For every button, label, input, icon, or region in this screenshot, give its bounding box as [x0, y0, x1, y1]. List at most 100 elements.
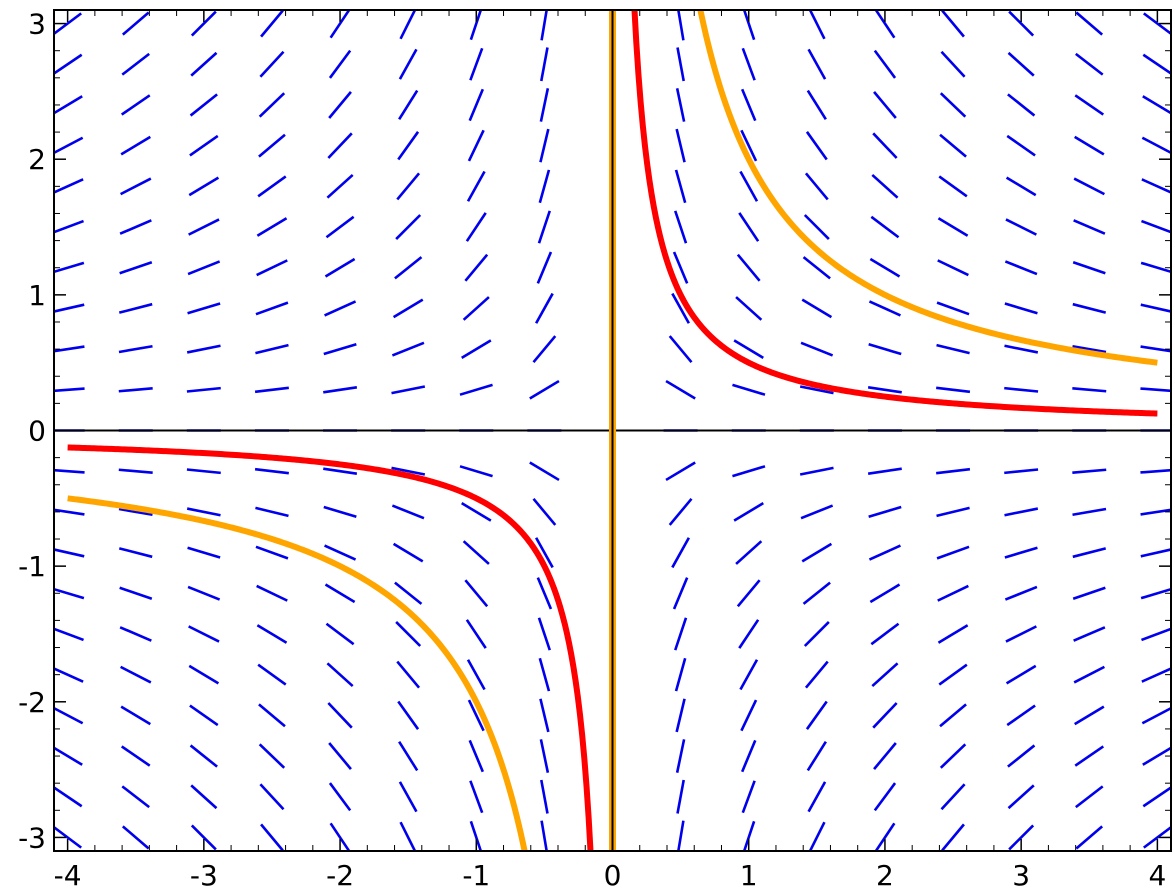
slope-segment — [803, 214, 830, 240]
slope-segment — [1075, 785, 1104, 809]
slope-segment — [872, 132, 898, 159]
slope-segment — [736, 253, 761, 282]
slope-segment — [324, 583, 356, 604]
slope-segment — [120, 705, 151, 726]
slope-segment — [1140, 303, 1171, 313]
slope-segment — [328, 742, 352, 770]
slope-segment — [936, 386, 971, 394]
slope-segment — [186, 344, 221, 354]
slope-segment — [677, 10, 685, 41]
slope-segment — [258, 703, 286, 728]
slope-segment — [800, 504, 834, 520]
slope-segment — [396, 172, 421, 201]
slope-segment — [54, 706, 84, 725]
slope-segment — [874, 822, 896, 851]
slope-segment — [462, 296, 490, 321]
slope-segment — [939, 703, 967, 728]
slope-segment — [121, 785, 150, 809]
slope-segment — [1072, 302, 1107, 314]
slope-segment — [120, 177, 152, 196]
slope-segment — [668, 335, 693, 364]
x-tick-label: -1 — [462, 859, 490, 892]
slope-segment — [1142, 746, 1171, 766]
slope-segment — [1140, 261, 1171, 274]
y-tick-label: 2 — [28, 143, 46, 176]
slope-segment — [740, 88, 757, 122]
slope-segment — [799, 466, 834, 476]
slope-segment — [260, 10, 284, 38]
slope-segment — [1004, 507, 1039, 517]
slope-segment — [938, 175, 968, 198]
slope-segment — [465, 619, 487, 649]
slope-segment — [54, 219, 84, 234]
slope-segment — [54, 627, 84, 642]
slope-segment — [461, 339, 492, 359]
slope-segment — [119, 219, 152, 235]
slope-segment — [1142, 786, 1171, 808]
slope-segment — [1008, 10, 1035, 37]
y-tick-label: 1 — [28, 279, 46, 312]
slope-segment — [396, 660, 421, 689]
slope-segment — [121, 825, 150, 850]
slope-segment — [190, 784, 218, 810]
slope-segment — [867, 385, 902, 394]
slope-segment — [529, 461, 560, 482]
slope-segment — [807, 781, 827, 813]
slope-segment — [801, 298, 833, 319]
slope-segment — [54, 667, 84, 683]
slope-segment — [532, 335, 557, 364]
y-tick-label: 0 — [28, 415, 46, 448]
slope-segment — [398, 740, 419, 772]
axis-ticks — [54, 10, 1171, 851]
slope-segment — [462, 540, 490, 565]
slope-segment — [673, 210, 688, 244]
slope-segment — [1143, 826, 1171, 849]
slope-segment — [259, 50, 285, 78]
slope-segment — [329, 10, 351, 39]
slope-segment — [675, 739, 686, 773]
slope-segment — [1141, 178, 1171, 194]
slope-segment — [800, 341, 834, 357]
slope-segment — [937, 624, 969, 644]
slope-segment — [254, 386, 289, 394]
slope-segment — [258, 133, 286, 158]
slope-segment — [118, 302, 153, 314]
slope-segment — [867, 467, 902, 476]
slope-segment — [395, 621, 422, 647]
slope-segment — [325, 622, 355, 646]
slope-segment — [873, 49, 897, 79]
slope-segment — [1072, 344, 1107, 354]
slope-segment — [675, 698, 686, 733]
slope-segment — [121, 11, 150, 36]
y-tick-label: 3 — [28, 8, 46, 41]
slope-segment — [467, 129, 485, 162]
slope-segment — [675, 128, 686, 163]
slope-segment — [1075, 11, 1104, 36]
slope-segment — [1073, 177, 1105, 196]
y-tick-label: -2 — [18, 686, 46, 719]
slope-segment — [1074, 705, 1105, 726]
slope-segment — [936, 301, 970, 316]
slope-segment — [120, 665, 152, 684]
slope-segment — [868, 342, 902, 356]
solution-curve-1-branch-0 — [66, 495, 528, 851]
x-tick-label: -2 — [326, 859, 354, 892]
slope-segment — [187, 585, 221, 601]
slope-segment — [1073, 665, 1105, 684]
slope-segment — [677, 820, 685, 851]
slope-segment — [538, 169, 551, 204]
slope-segment — [1005, 664, 1037, 685]
slope-segment — [189, 704, 219, 727]
slope-segment — [532, 497, 557, 526]
slope-segment — [398, 89, 419, 121]
slope-segment — [190, 824, 217, 851]
slope-segment — [808, 821, 826, 851]
slope-segment — [399, 10, 417, 40]
slope-segment — [1075, 825, 1104, 850]
slope-segment — [1141, 627, 1171, 642]
slope-segment — [540, 779, 549, 814]
slope-segment — [328, 782, 352, 812]
slope-segment — [54, 746, 83, 766]
